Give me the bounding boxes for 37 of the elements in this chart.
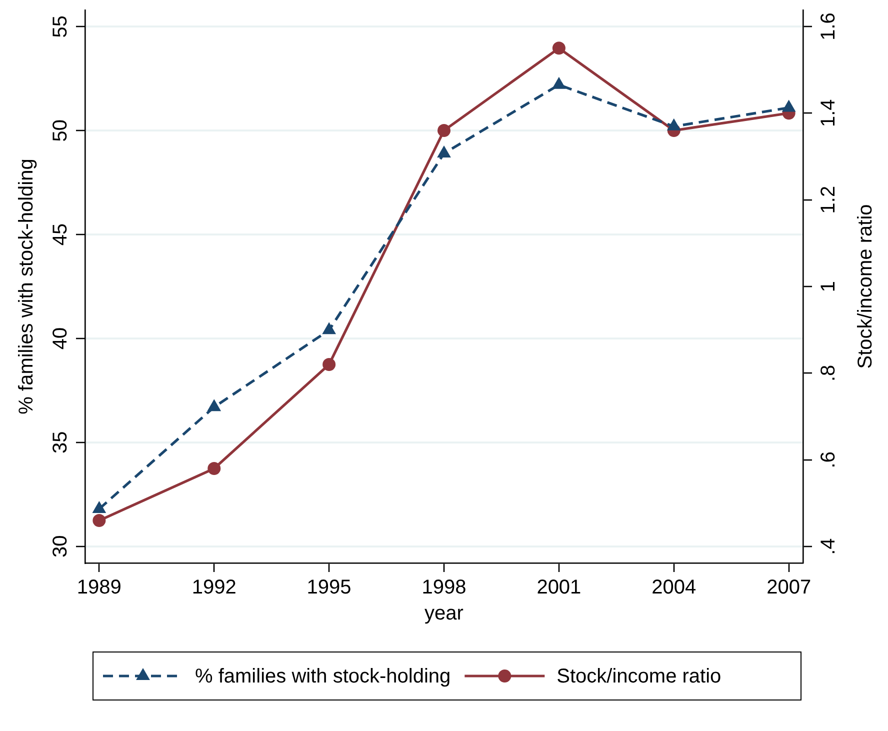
y-tick-label: 30 (50, 535, 72, 558)
point (552, 76, 566, 89)
y-tick-label: 50 (50, 119, 72, 142)
point (438, 124, 450, 137)
y2-tick-label: .4 (818, 538, 840, 555)
y2-tick-label: 1.6 (818, 12, 840, 40)
x-tick-label: 1998 (422, 576, 466, 599)
y-tick-label: 40 (50, 327, 72, 350)
y2-tick-label: 1.2 (818, 186, 840, 214)
x-axis-title: year (424, 602, 464, 625)
y2-axis-title: Stock/income ratio (854, 204, 877, 369)
point (322, 322, 336, 334)
y2-tick-label: .8 (818, 364, 840, 382)
y-axis-title: % families with stock-holding (16, 158, 38, 414)
y2-tick-label: 1 (818, 280, 840, 292)
x-tick-label: 1995 (306, 576, 352, 599)
y2-tick-label: 1.4 (818, 99, 840, 128)
y-tick-label: 45 (50, 223, 72, 246)
point (782, 100, 796, 112)
x-tick-label: 1992 (192, 576, 236, 599)
point (207, 399, 222, 412)
y2-tick-label: .6 (818, 452, 840, 468)
point (92, 500, 106, 513)
point (552, 42, 566, 55)
point (208, 462, 221, 476)
x-tick-label: 2001 (536, 576, 582, 599)
y-tick-label: 35 (50, 431, 72, 454)
legend-label: Stock/income ratio (556, 666, 722, 688)
y-tick-label: 55 (50, 16, 72, 38)
legend-label: % families with stock-holding (195, 666, 451, 688)
point (666, 118, 681, 130)
point (92, 514, 106, 528)
x-tick-label: 2004 (652, 576, 696, 599)
point (437, 145, 451, 158)
x-tick-label: 1989 (76, 576, 122, 599)
point (322, 358, 336, 372)
x-tick-label: 2007 (766, 576, 812, 599)
